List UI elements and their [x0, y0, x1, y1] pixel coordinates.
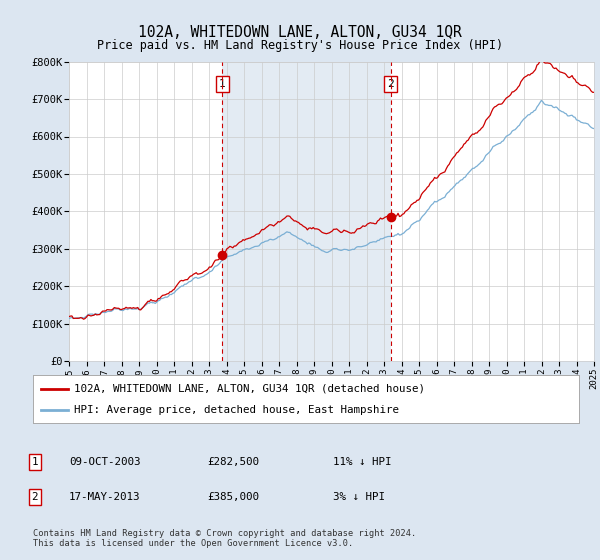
Text: 102A, WHITEDOWN LANE, ALTON, GU34 1QR: 102A, WHITEDOWN LANE, ALTON, GU34 1QR — [138, 25, 462, 40]
Text: 1: 1 — [219, 79, 226, 89]
Text: 09-OCT-2003: 09-OCT-2003 — [69, 457, 140, 467]
Text: 102A, WHITEDOWN LANE, ALTON, GU34 1QR (detached house): 102A, WHITEDOWN LANE, ALTON, GU34 1QR (d… — [74, 384, 425, 394]
Text: HPI: Average price, detached house, East Hampshire: HPI: Average price, detached house, East… — [74, 405, 399, 416]
Text: 1: 1 — [32, 457, 38, 467]
Text: Contains HM Land Registry data © Crown copyright and database right 2024.
This d: Contains HM Land Registry data © Crown c… — [33, 529, 416, 548]
Bar — [223, 62, 391, 361]
Text: Price paid vs. HM Land Registry's House Price Index (HPI): Price paid vs. HM Land Registry's House … — [97, 39, 503, 53]
Text: 2: 2 — [32, 492, 38, 502]
Text: 3% ↓ HPI: 3% ↓ HPI — [333, 492, 385, 502]
Text: £282,500: £282,500 — [207, 457, 259, 467]
Text: 11% ↓ HPI: 11% ↓ HPI — [333, 457, 392, 467]
Text: 17-MAY-2013: 17-MAY-2013 — [69, 492, 140, 502]
Text: 2: 2 — [387, 79, 394, 89]
Text: £385,000: £385,000 — [207, 492, 259, 502]
